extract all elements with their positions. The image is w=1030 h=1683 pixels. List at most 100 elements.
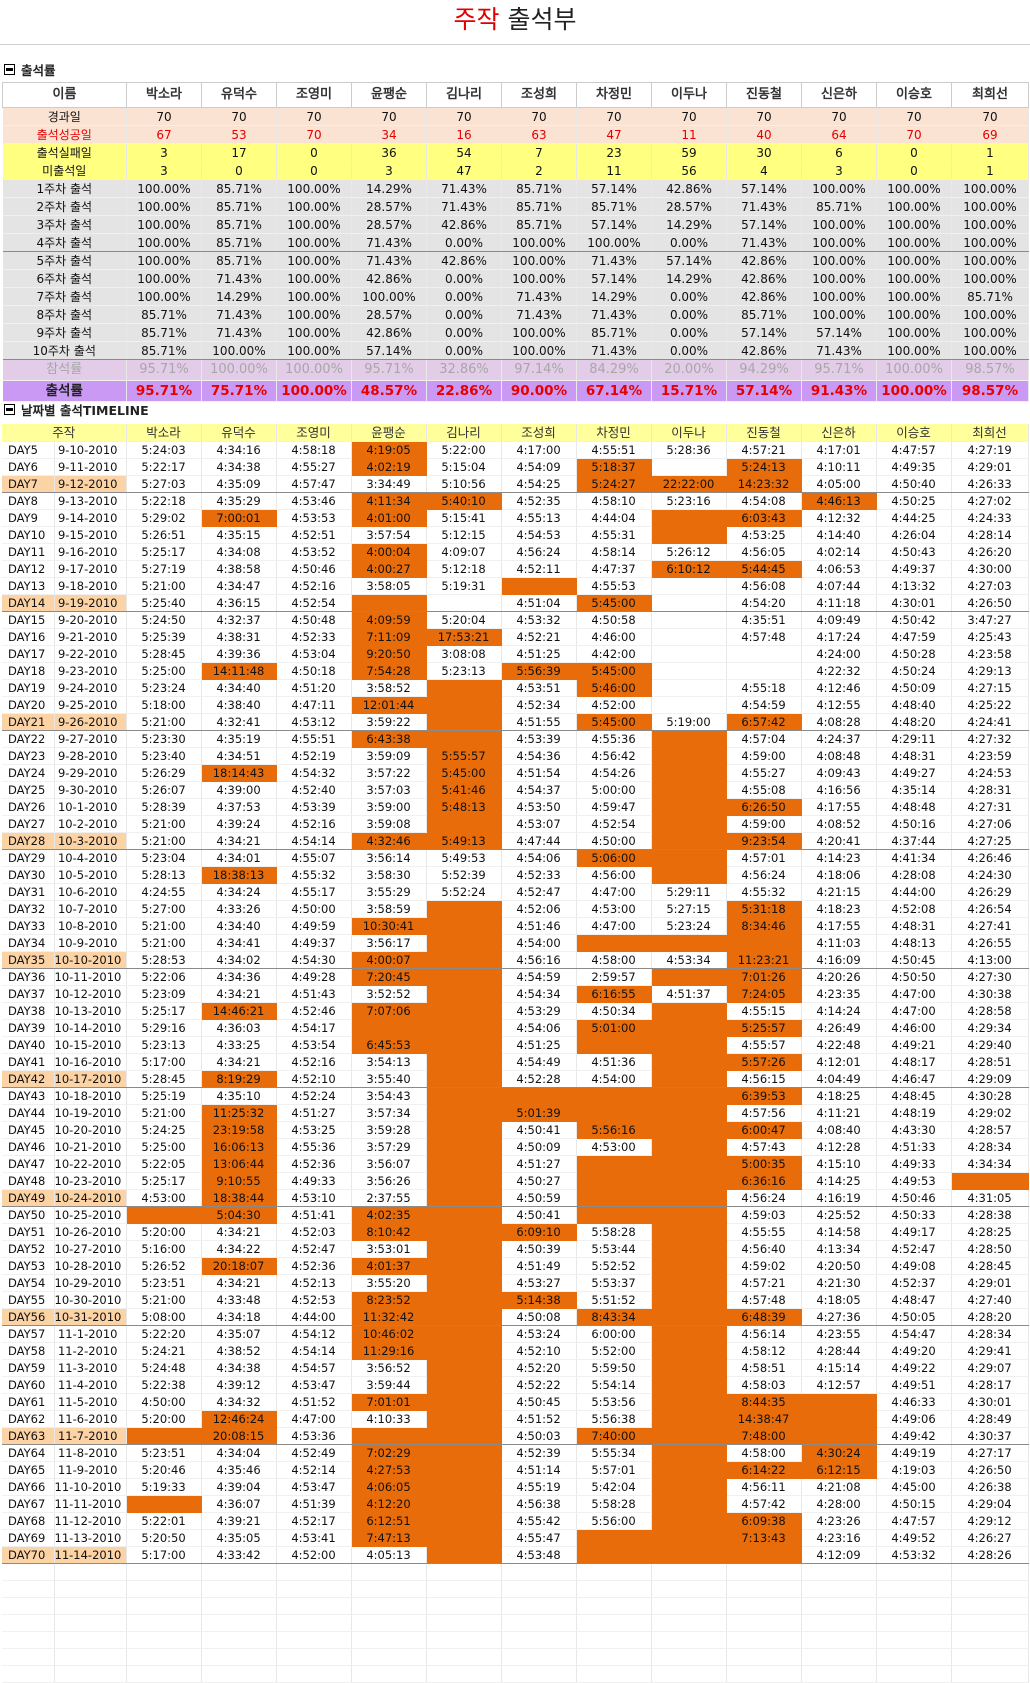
timeline-row: DAY34 10-9-2010 5:21:00 4:34:41 4:49:37 3:56:…: [2, 934, 1029, 952]
late-time: [426, 1274, 502, 1292]
check-time: 5:26:52: [126, 1257, 202, 1275]
day-label: DAY46: [2, 1138, 55, 1156]
empty-cell: [54, 1648, 127, 1666]
day-label: DAY49: [2, 1189, 55, 1207]
week-value: 100.00%: [801, 251, 877, 270]
check-time: 4:17:55: [801, 917, 877, 935]
check-time: 3:56:17: [351, 934, 427, 952]
check-time: 4:51:52: [276, 1393, 352, 1411]
check-time: 4:47:44: [501, 832, 577, 850]
check-time: 4:49:37: [276, 934, 352, 952]
check-time: 4:27:30: [951, 968, 1029, 986]
week-value: 71.43%: [201, 305, 277, 324]
week-value: 100.00%: [276, 305, 352, 324]
check-time: 5:21:00: [126, 815, 202, 833]
day-label: DAY62: [2, 1410, 55, 1428]
late-time: 7:01:01: [351, 1393, 427, 1411]
check-time: 4:55:36: [276, 1138, 352, 1156]
empty-cell: [201, 1648, 277, 1666]
check-time: 4:34:36: [201, 968, 277, 986]
timeline-row: DAY55 10-30-2010 5:21:00 4:33:48 4:52:53 8:23…: [2, 1291, 1029, 1309]
check-time: [651, 679, 727, 697]
timeline-row: DAY30 10-5-2010 5:28:13 18:38:13 4:55:32 3:58…: [2, 866, 1029, 884]
check-time: 5:52:00: [576, 1342, 652, 1360]
check-time: 4:31:05: [951, 1189, 1029, 1207]
empty-cell: [351, 1631, 427, 1649]
late-time: 6:57:42: [726, 713, 802, 731]
check-time: 4:55:27: [726, 764, 802, 782]
attendance-value: 95.71%: [126, 380, 202, 402]
check-time: 5:24:25: [126, 1121, 202, 1139]
late-time: 4:06:05: [351, 1478, 427, 1496]
check-time: 4:56:16: [501, 951, 577, 969]
check-time: 5:22:05: [126, 1155, 202, 1173]
check-time: 4:28:44: [801, 1342, 877, 1360]
collapse-icon[interactable]: [4, 404, 15, 415]
check-time: 4:51:20: [276, 679, 352, 697]
check-time: 4:52:40: [276, 781, 352, 799]
check-time: 4:52:22: [501, 1376, 577, 1394]
late-time: 5:01:00: [576, 1019, 652, 1037]
week-value: 100.00%: [276, 197, 352, 216]
late-time: [651, 1274, 727, 1292]
empty-cell: [801, 1580, 877, 1598]
check-time: 4:35:15: [201, 526, 277, 544]
check-time: 4:43:30: [876, 1121, 952, 1139]
check-time: 4:53:39: [276, 798, 352, 816]
late-time: [651, 1240, 727, 1258]
timeline-row: DAY20 9-25-2010 5:18:00 4:38:40 4:47:11 12:01…: [2, 696, 1029, 714]
late-time: 6:43:38: [351, 730, 427, 748]
date-label: 10-16-2010: [54, 1053, 127, 1071]
collapse-icon[interactable]: [4, 64, 15, 75]
summary-value: 16: [426, 125, 502, 144]
day-label: DAY20: [2, 696, 55, 714]
check-time: 4:54:30: [276, 951, 352, 969]
check-time: 4:29:01: [951, 458, 1029, 476]
late-time: 14:38:47: [726, 1410, 802, 1428]
check-time: 4:27:41: [951, 917, 1029, 935]
late-time: 5:31:18: [726, 900, 802, 918]
check-time: 4:50:09: [501, 1138, 577, 1156]
check-time: 5:16:00: [126, 1240, 202, 1258]
timeline-row: DAY22 9-27-2010 5:23:30 4:35:19 4:55:51 6:43:…: [2, 730, 1029, 748]
timeline-row: DAY64 11-8-2010 5:23:51 4:34:04 4:52:49 7:02:…: [2, 1444, 1029, 1462]
check-time: 4:23:26: [801, 1512, 877, 1530]
late-time: 20:18:07: [201, 1257, 277, 1275]
week-value: 100.00%: [126, 179, 202, 198]
week-value: 100.00%: [126, 287, 202, 306]
check-time: 4:34:22: [201, 1240, 277, 1258]
member-name: 이승호: [876, 424, 952, 442]
date-label: 9-12-2010: [54, 475, 127, 493]
check-time: 4:24:53: [951, 764, 1029, 782]
check-time: 5:23:13: [126, 1036, 202, 1054]
check-time: 4:24:55: [126, 883, 202, 901]
week-value: 57.14%: [576, 179, 652, 198]
late-time: [426, 1172, 502, 1190]
check-time: 4:53:48: [501, 1546, 577, 1564]
late-time: [576, 1036, 652, 1054]
week-value: 100.00%: [951, 251, 1029, 270]
week-row: 4주차 출석 100.00% 85.71% 100.00% 71.43% 0.00% 100…: [2, 233, 1029, 252]
check-time: 4:18:05: [801, 1291, 877, 1309]
check-time: 3:53:01: [351, 1240, 427, 1258]
check-time: 4:53:46: [276, 492, 352, 510]
check-time: 4:17:00: [501, 441, 577, 459]
date-label: 11-12-2010: [54, 1512, 127, 1530]
summary-value: 70: [876, 107, 952, 126]
check-time: 4:53:51: [501, 679, 577, 697]
week-value: 71.43%: [801, 341, 877, 360]
check-time: 4:23:58: [951, 645, 1029, 663]
late-time: 6:36:16: [726, 1172, 802, 1190]
check-time: 4:57:48: [726, 628, 802, 646]
check-time: 4:29:12: [951, 1512, 1029, 1530]
check-time: 4:46:47: [876, 1070, 952, 1088]
empty-cell: [951, 1631, 1029, 1649]
member-name: 진동철: [726, 82, 802, 108]
member-name: 조영미: [276, 424, 352, 442]
check-time: 4:49:52: [876, 1529, 952, 1547]
date-label: 9-14-2010: [54, 509, 127, 527]
check-time: 5:23:51: [126, 1274, 202, 1292]
check-time: 4:12:28: [801, 1138, 877, 1156]
check-time: 4:34:34: [951, 1155, 1029, 1173]
check-time: 5:29:16: [126, 1019, 202, 1037]
